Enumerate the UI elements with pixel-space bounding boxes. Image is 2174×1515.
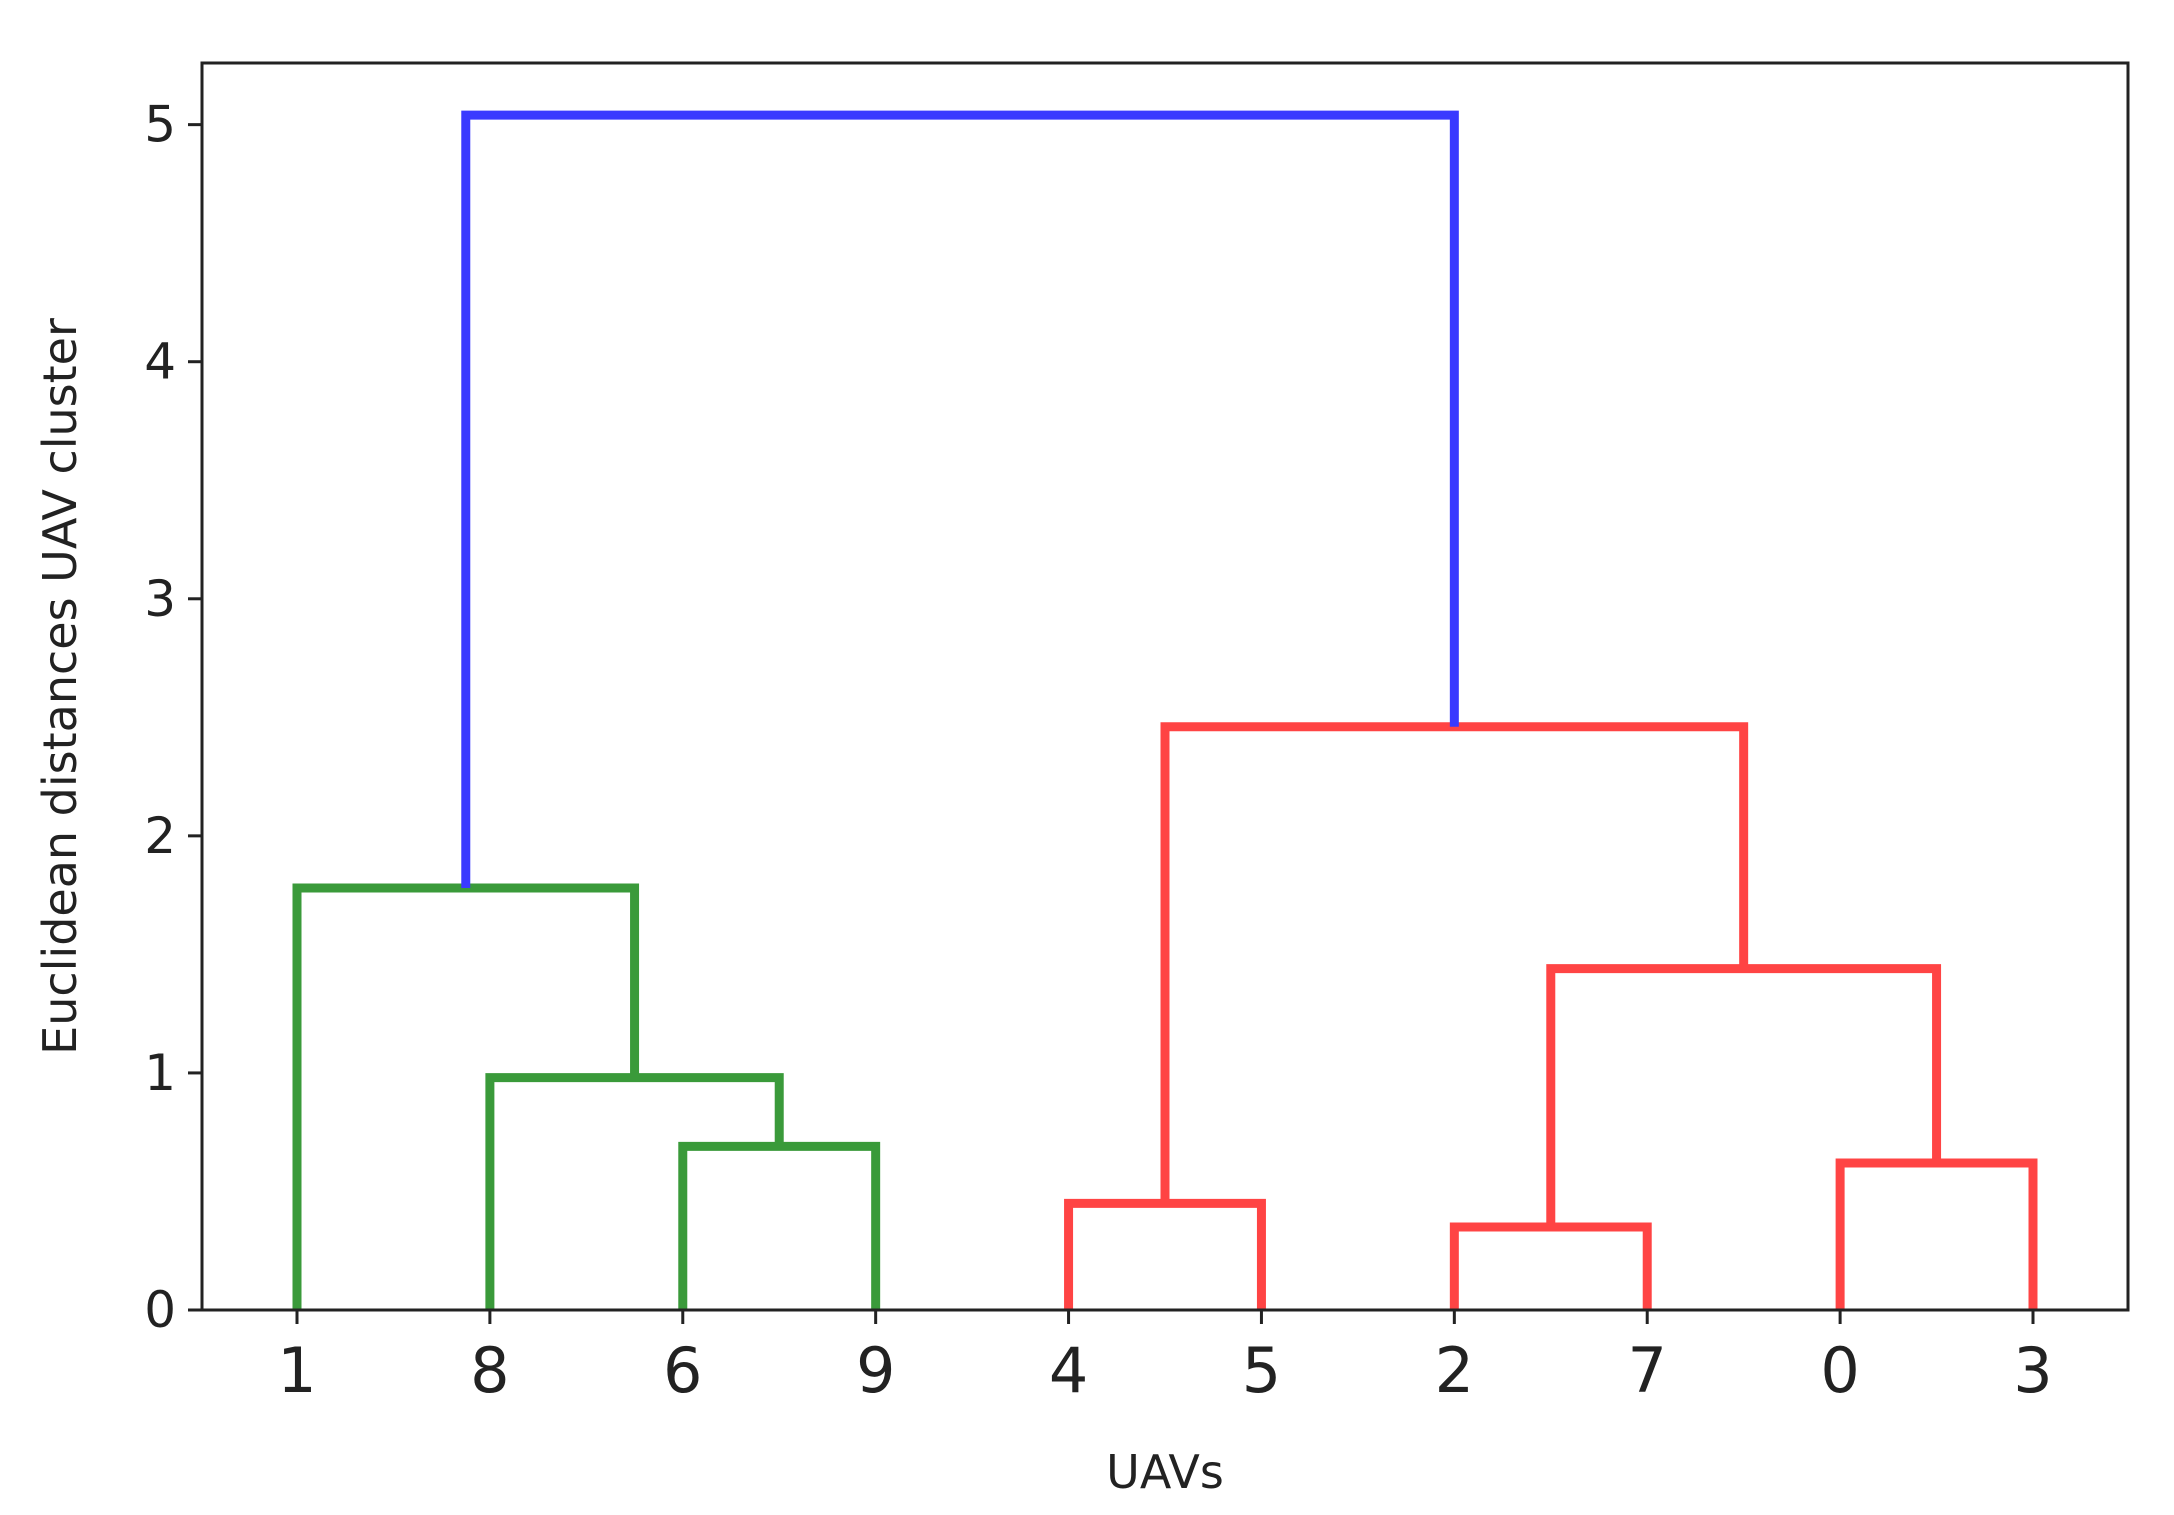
x-tick-label: 6 bbox=[663, 1334, 702, 1407]
y-tick-label: 2 bbox=[144, 807, 176, 865]
y-tick-label: 3 bbox=[144, 570, 176, 628]
plot-frame bbox=[200, 61, 2130, 1312]
chart-axes: 0 1 2 3 4 5 1 8 6 9 4 5 2 7 0 3 bbox=[144, 61, 2130, 1407]
x-tick-label: 4 bbox=[1049, 1334, 1088, 1407]
x-tick-label: 5 bbox=[1242, 1334, 1281, 1407]
x-tick-label: 2 bbox=[1435, 1334, 1474, 1407]
x-tick-label: 0 bbox=[1820, 1334, 1859, 1407]
x-tick-label: 9 bbox=[856, 1334, 895, 1407]
x-tick-label: 7 bbox=[1627, 1334, 1666, 1407]
y-axis-title: Euclidean distances UAV cluster bbox=[33, 318, 87, 1055]
dendrogram-link bbox=[461, 110, 1459, 889]
x-axis-title: UAVs bbox=[1106, 1445, 1224, 1499]
x-tick-label: 1 bbox=[277, 1334, 316, 1407]
y-tick-label: 4 bbox=[144, 333, 176, 391]
y-tick-label: 0 bbox=[144, 1281, 176, 1339]
x-tick-label: 8 bbox=[470, 1334, 509, 1407]
dendrogram-links bbox=[292, 110, 2038, 1310]
y-tick-label: 5 bbox=[144, 96, 176, 154]
y-tick-label: 1 bbox=[144, 1044, 176, 1102]
x-tick-label: 3 bbox=[2013, 1334, 2052, 1407]
